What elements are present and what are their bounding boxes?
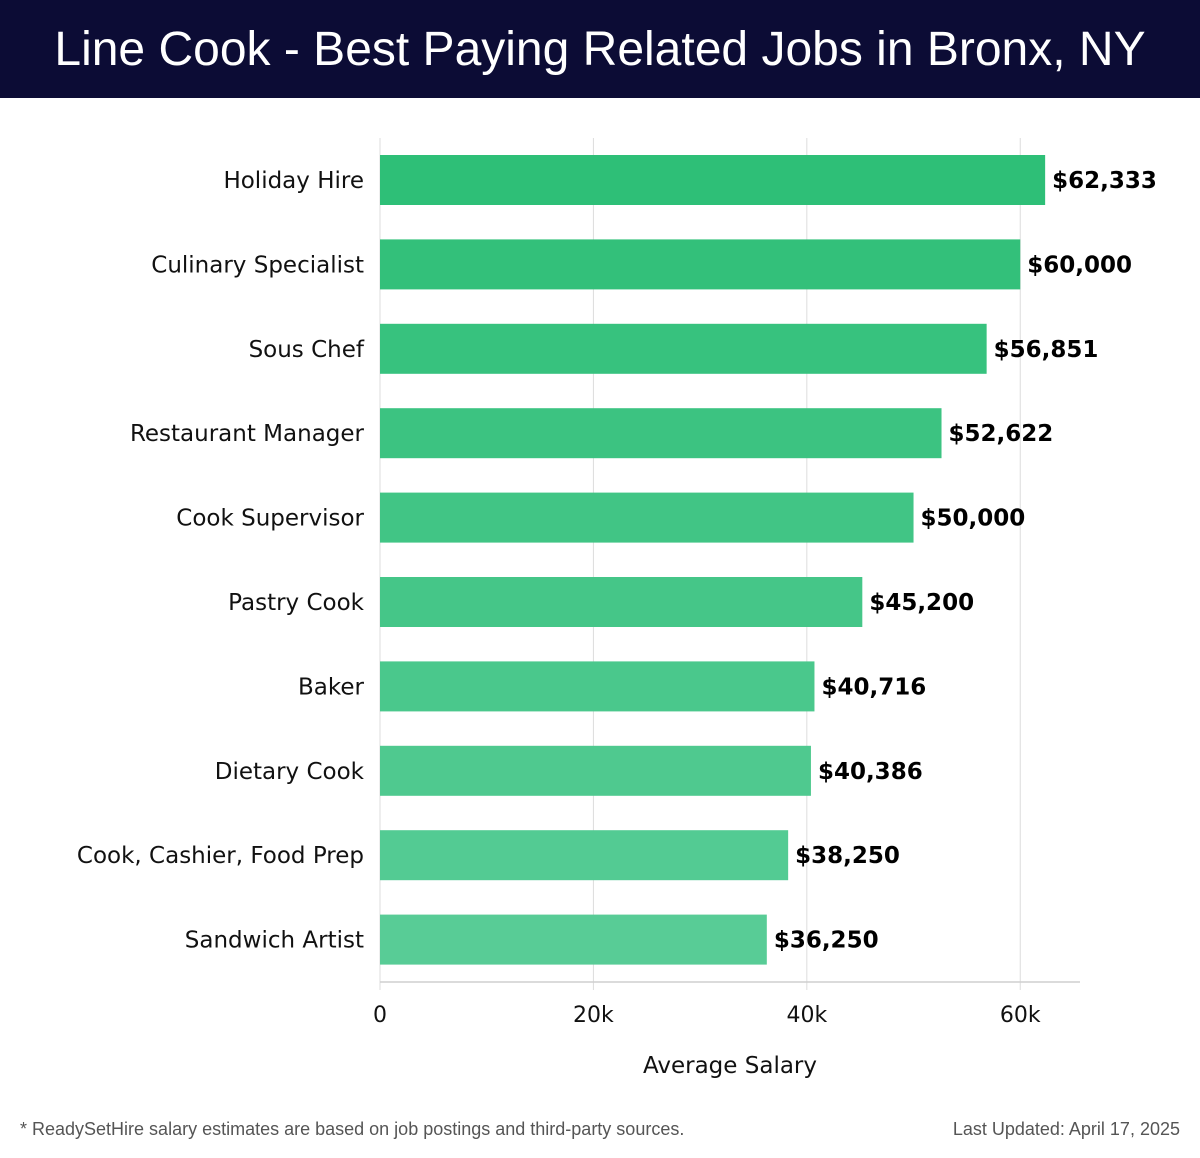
chart-title: Line Cook - Best Paying Related Jobs in … (0, 0, 1200, 98)
bar (380, 492, 914, 543)
bar (380, 914, 767, 965)
category-label: Sandwich Artist (185, 928, 364, 954)
x-tick-label: 60k (1000, 1003, 1041, 1028)
value-label: $50,000 (921, 506, 1026, 532)
bar (380, 408, 942, 459)
category-label: Cook Supervisor (176, 506, 364, 532)
category-label: Dietary Cook (215, 759, 365, 785)
category-label: Baker (298, 674, 365, 700)
category-label: Cook, Cashier, Food Prep (77, 843, 364, 869)
bar-chart: 0 20k 40k 60k Average Salary Holiday Hire $62,… (77, 138, 1157, 1079)
bar (380, 323, 987, 374)
bar (380, 577, 863, 627)
value-label: $52,622 (949, 421, 1054, 447)
category-label: Pastry Cook (228, 590, 365, 616)
category-label: Restaurant Manager (130, 421, 365, 447)
x-tick-label: 0 (373, 1003, 387, 1028)
value-label: $45,200 (869, 590, 974, 616)
category-label: Culinary Specialist (151, 252, 364, 278)
bar (380, 745, 811, 796)
value-label: $40,716 (821, 674, 926, 700)
value-label: $62,333 (1052, 168, 1157, 194)
x-tick-label: 40k (786, 1003, 827, 1028)
value-label: $40,386 (818, 759, 923, 785)
bar (380, 830, 789, 881)
footer-note: * ReadySetHire salary estimates are base… (20, 1119, 685, 1139)
x-tick-label: 20k (573, 1003, 614, 1028)
x-axis-title: Average Salary (643, 1053, 817, 1079)
value-label: $38,250 (795, 843, 900, 869)
bar (380, 661, 815, 712)
bar (380, 155, 1046, 205)
value-label: $36,250 (774, 928, 879, 954)
last-updated: Last Updated: April 17, 2025 (952, 1119, 1180, 1139)
category-label: Sous Chef (249, 337, 365, 363)
value-label: $60,000 (1027, 252, 1132, 278)
value-label: $56,851 (994, 337, 1099, 363)
bar (380, 239, 1021, 290)
category-label: Holiday Hire (223, 168, 364, 194)
